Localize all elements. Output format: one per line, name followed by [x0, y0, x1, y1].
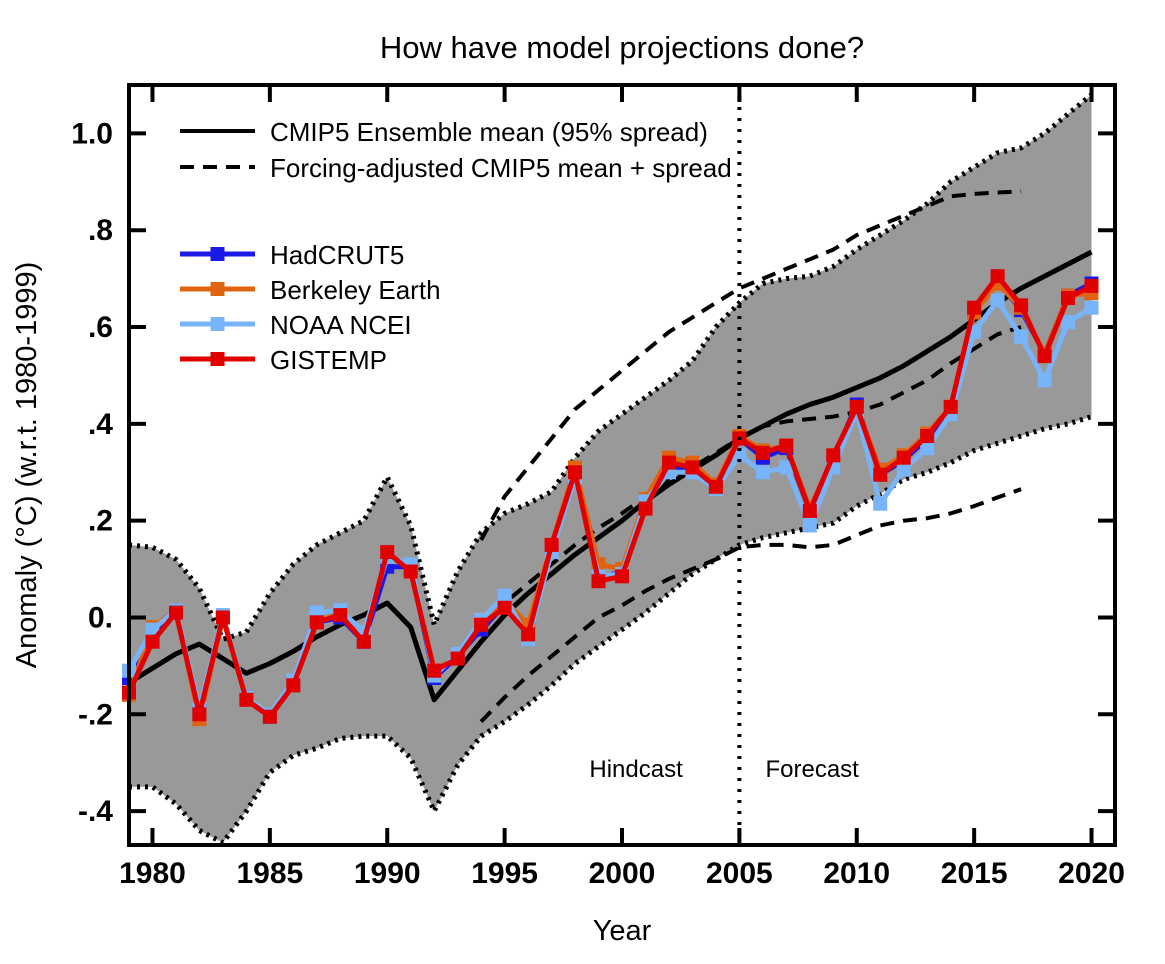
chart-title: How have model projections done?	[380, 30, 864, 65]
x-tick-label: 2000	[589, 857, 656, 890]
legend-label-obs-3: GISTEMP	[270, 345, 387, 375]
legend-label-obs-1: Berkeley Earth	[270, 275, 441, 305]
y-tick-label: 1.0	[71, 117, 113, 150]
obs-marker-noaa-ncei	[990, 293, 1005, 308]
obs-marker-gistemp	[826, 448, 841, 463]
y-tick-label: .2	[88, 505, 113, 538]
obs-marker-gistemp	[920, 429, 935, 443]
legend-marker-obs-0	[210, 247, 225, 261]
obs-marker-gistemp	[544, 537, 559, 552]
obs-marker-gistemp	[849, 399, 864, 414]
obs-marker-gistemp	[943, 399, 958, 414]
obs-marker-noaa-ncei	[1084, 300, 1099, 315]
legend-label-obs-2: NOAA NCEI	[270, 310, 412, 340]
obs-marker-gistemp	[427, 663, 442, 678]
obs-marker-noaa-ncei	[145, 622, 160, 637]
obs-marker-noaa-ncei	[497, 588, 512, 603]
obs-marker-gistemp	[215, 610, 230, 625]
obs-marker-gistemp	[286, 678, 301, 693]
obs-marker-noaa-ncei	[873, 496, 888, 511]
obs-marker-noaa-ncei	[779, 460, 794, 475]
obs-marker-gistemp	[262, 709, 277, 724]
obs-marker-gistemp	[521, 627, 536, 642]
y-tick-label: 0.	[88, 601, 113, 634]
obs-marker-gistemp	[169, 605, 183, 620]
obs-marker-gistemp	[685, 460, 700, 475]
hindcast-annotation: Hindcast	[589, 756, 683, 783]
x-axis-label: Year	[593, 915, 652, 947]
obs-marker-gistemp	[309, 615, 324, 630]
obs-marker-noaa-ncei	[732, 448, 747, 463]
obs-marker-gistemp	[1061, 291, 1075, 305]
obs-marker-gistemp	[450, 651, 465, 666]
obs-marker-gistemp	[873, 467, 888, 482]
cmip5-mean-line	[127, 249, 1093, 703]
obs-marker-gistemp	[497, 600, 512, 615]
obs-marker-gistemp	[403, 564, 418, 579]
obs-marker-gistemp	[1037, 349, 1052, 364]
obs-marker-gistemp	[333, 608, 348, 623]
obs-marker-gistemp	[568, 465, 582, 480]
obs-marker-gistemp	[967, 300, 982, 315]
forcing-lower-line	[479, 487, 1022, 723]
obs-marker-gistemp	[239, 692, 254, 707]
x-tick-label: 1990	[354, 857, 421, 890]
spread-band-fill	[129, 94, 1092, 843]
obs-marker-gistemp	[779, 438, 794, 453]
obs-marker-noaa-ncei	[1037, 373, 1052, 388]
obs-marker-gistemp	[615, 569, 629, 584]
legend-marker-obs-1	[210, 282, 225, 296]
x-tick-label: 2005	[706, 857, 773, 890]
obs-marker-noaa-ncei	[1014, 329, 1029, 344]
obs-marker-gistemp	[192, 707, 207, 722]
x-tick-label: 2010	[823, 857, 890, 890]
obs-marker-gistemp	[896, 450, 911, 465]
y-tick-label: -.2	[78, 698, 113, 731]
obs-marker-gistemp	[380, 545, 395, 560]
y-tick-label: .4	[88, 408, 113, 441]
obs-marker-gistemp	[662, 455, 676, 470]
x-tick-label: 1985	[236, 857, 303, 890]
spread-lower-line	[129, 414, 1093, 846]
x-tick-label: 2015	[941, 857, 1008, 890]
obs-marker-noaa-ncei	[802, 518, 817, 533]
y-tick-label: -.4	[78, 795, 113, 828]
obs-marker-noaa-ncei	[1061, 315, 1075, 330]
obs-marker-gistemp	[356, 634, 371, 649]
obs-marker-gistemp	[591, 574, 606, 589]
obs-marker-gistemp	[638, 501, 653, 516]
obs-marker-gistemp	[1014, 298, 1029, 313]
forcing-upper-line	[479, 189, 1022, 541]
obs-marker-gistemp	[1084, 278, 1099, 293]
band-layer	[129, 94, 1092, 843]
legend-label-obs-0: HadCRUT5	[270, 240, 404, 270]
legend-marker-obs-3	[210, 352, 225, 366]
obs-marker-noaa-ncei	[896, 462, 911, 477]
x-tick-label: 2020	[1058, 857, 1125, 890]
obs-marker-noaa-ncei	[920, 441, 935, 456]
labels-layer: Hindcast Forecast 1980 1985 1990 1995 2000 2005…	[11, 30, 1125, 947]
obs-marker-gistemp	[755, 445, 770, 460]
forcing-mean-line	[479, 325, 1022, 634]
obs-marker-gistemp	[145, 634, 160, 649]
legend-marker-obs-2	[210, 317, 225, 331]
obs-marker-gistemp	[708, 479, 723, 494]
obs-marker-noaa-ncei	[755, 465, 770, 480]
x-tick-label: 1995	[471, 857, 538, 890]
y-tick-label: .6	[88, 311, 113, 344]
legend-layer: CMIP5 Ensemble mean (95% spread) Forcing-…	[180, 117, 732, 375]
y-tick-label: .8	[88, 214, 113, 247]
y-axis-label: Anomaly (°C) (w.r.t. 1980-1999)	[11, 262, 43, 668]
x-tick-label: 1980	[119, 857, 186, 890]
obs-marker-gistemp	[990, 269, 1005, 284]
obs-marker-gistemp	[474, 617, 489, 632]
series-layer	[122, 85, 1099, 846]
legend-label-model-0: CMIP5 Ensemble mean (95% spread)	[270, 117, 708, 147]
forecast-annotation: Forecast	[765, 756, 859, 783]
obs-marker-gistemp	[802, 504, 817, 518]
axes-layer	[127, 83, 1117, 847]
legend-label-model-1: Forcing-adjusted CMIP5 mean + spread	[270, 153, 732, 183]
